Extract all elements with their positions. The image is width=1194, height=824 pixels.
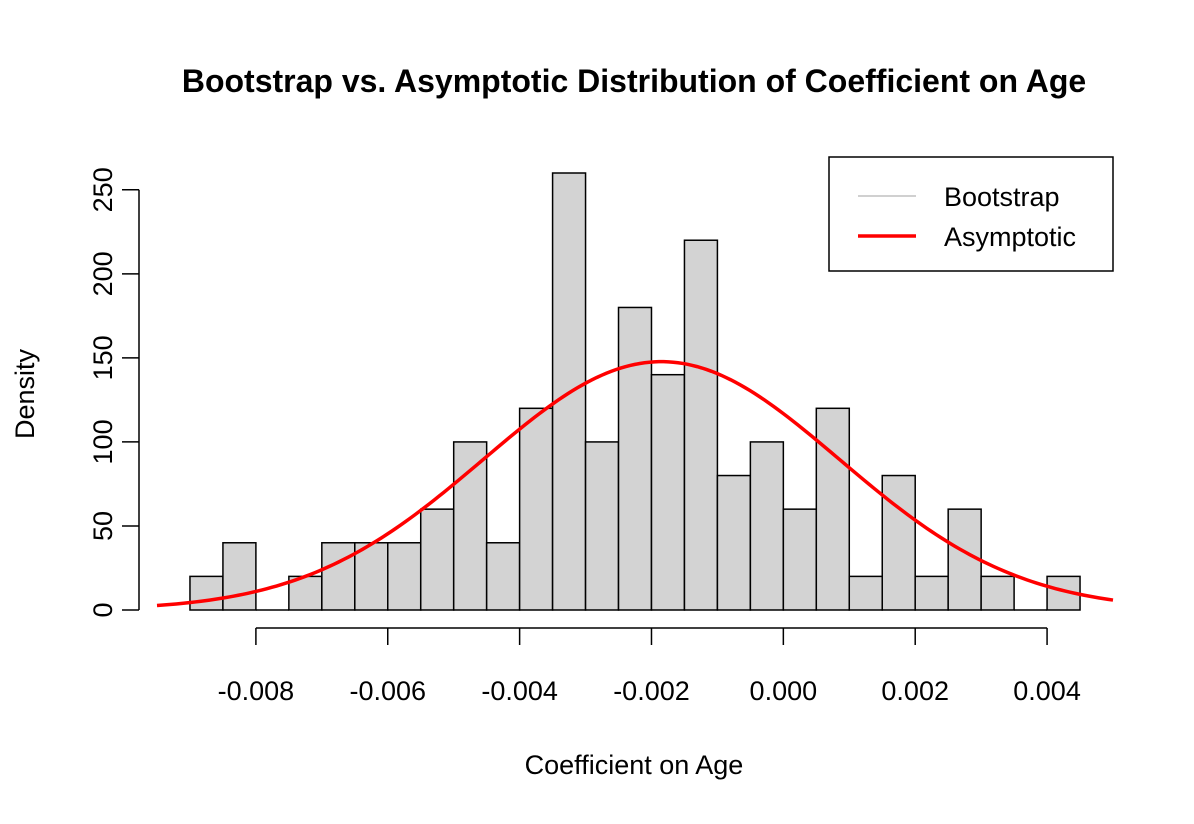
histogram-bar — [222, 542, 257, 611]
x-tick-label: 0.004 — [1013, 676, 1081, 706]
histogram-bar — [387, 542, 422, 611]
histogram-bar — [617, 306, 653, 611]
histogram-bar — [848, 575, 883, 611]
y-tick-label: 150 — [88, 335, 118, 380]
legend: Bootstrap Asymptotic — [828, 156, 1114, 272]
x-tick-label: 0.002 — [881, 676, 949, 706]
x-tick-label: 0.000 — [750, 676, 818, 706]
y-tick-label: 0 — [88, 602, 118, 617]
y-tick-label: 100 — [88, 419, 118, 464]
y-tick-label: 200 — [88, 251, 118, 296]
histogram-bar — [815, 407, 851, 611]
legend-label-bootstrap: Bootstrap — [944, 182, 1060, 212]
x-axis: -0.008 -0.006 -0.004 -0.002 0.000 0.002 0.004 — [218, 627, 1081, 706]
x-tick-label: -0.006 — [349, 676, 426, 706]
histogram-bar — [716, 474, 752, 611]
y-axis: 0 50 100 150 200 250 — [88, 167, 140, 618]
histogram-bar — [980, 575, 1015, 611]
chart-title: Bootstrap vs. Asymptotic Distribution of… — [182, 63, 1086, 99]
histogram-bar — [749, 441, 785, 611]
x-axis-label: Coefficient on Age — [525, 750, 744, 780]
histogram-bar — [321, 542, 356, 611]
histogram-bar — [914, 575, 949, 611]
y-tick-label: 250 — [88, 167, 118, 212]
histogram-bar — [683, 239, 719, 611]
legend-label-asymptotic: Asymptotic — [944, 222, 1076, 252]
y-axis-label: Density — [10, 348, 40, 439]
legend-box — [828, 156, 1114, 272]
asymptotic-curve — [156, 359, 1114, 608]
histogram-bar — [419, 508, 455, 611]
x-tick-label: -0.008 — [218, 676, 295, 706]
histogram-bar — [452, 441, 488, 611]
histogram-bar — [189, 575, 224, 611]
histogram-bar — [650, 373, 686, 611]
histogram-bar — [881, 474, 916, 611]
x-tick-label: -0.004 — [481, 676, 558, 706]
histogram-bar — [584, 441, 620, 611]
histogram-bar — [782, 508, 818, 611]
x-tick-label: -0.002 — [613, 676, 690, 706]
y-tick-label: 50 — [88, 511, 118, 541]
histogram-bar — [518, 407, 554, 611]
histogram-bar — [485, 542, 521, 611]
